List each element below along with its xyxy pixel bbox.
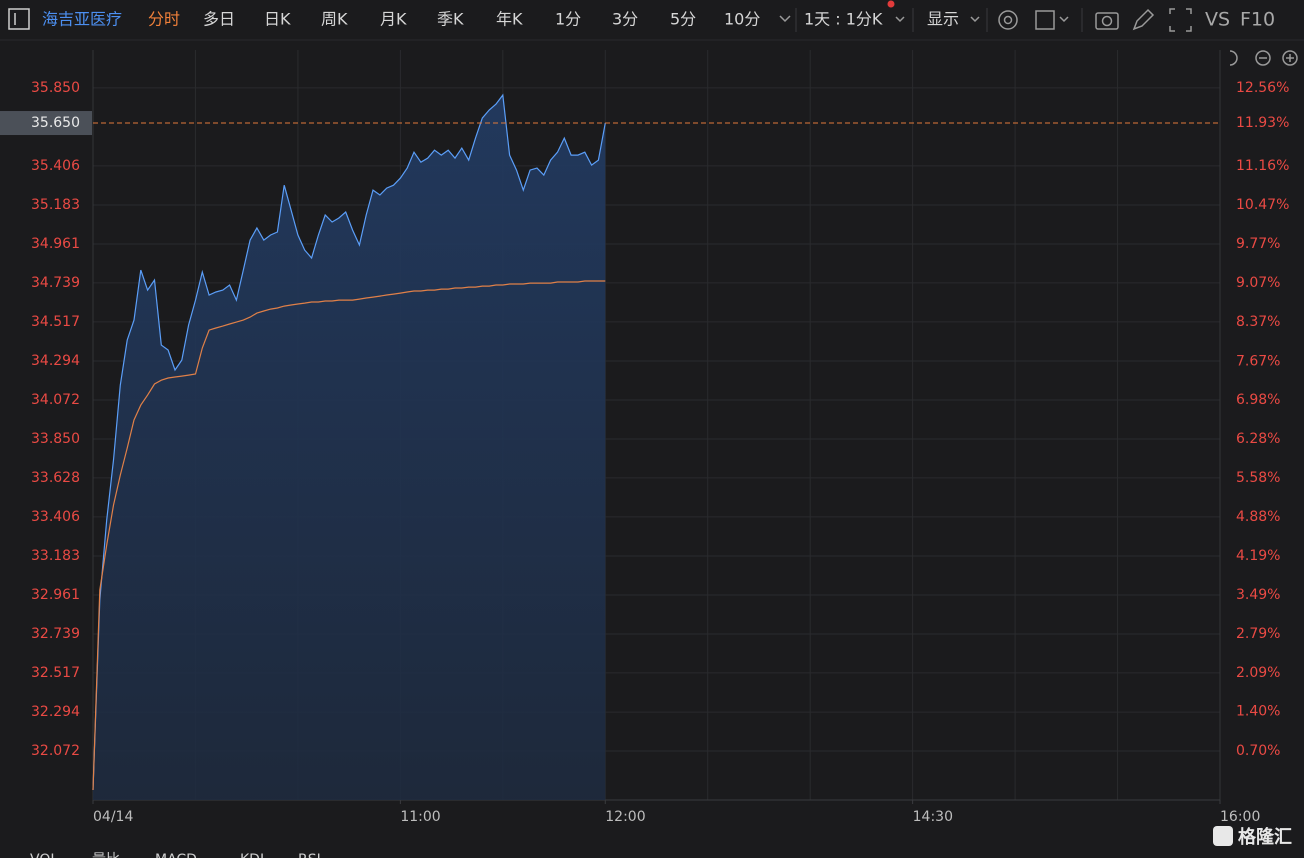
more-chevron[interactable] bbox=[779, 15, 791, 23]
period-chevron bbox=[895, 16, 905, 23]
last-pct-label: 11.93% bbox=[1236, 115, 1289, 131]
x-tick-label: 11:00 bbox=[400, 809, 440, 825]
period-select[interactable]: 1天 : 1分K bbox=[804, 10, 883, 29]
x-tick-label: 16:00 bbox=[1220, 809, 1260, 825]
display-select[interactable]: 显示 bbox=[927, 10, 959, 29]
y2-tick-label: 10.47% bbox=[1236, 197, 1289, 213]
zoom-in-icon[interactable] bbox=[1282, 50, 1298, 66]
y-tick-label: 35.850 bbox=[31, 80, 80, 96]
tabs: 分时 多日 日K 周K 月K 季K 年K 1分 3分 5分 10分 bbox=[148, 10, 760, 29]
price-line bbox=[92, 93, 606, 791]
tab[interactable]: 月K bbox=[380, 10, 407, 29]
indicator-tab[interactable]: RSI bbox=[298, 852, 321, 858]
y2-tick-label: 9.07% bbox=[1236, 275, 1280, 291]
settings-icon[interactable] bbox=[998, 10, 1018, 30]
y2-tick-label: 0.70% bbox=[1236, 743, 1280, 759]
y2-tick-label: 1.40% bbox=[1236, 704, 1280, 720]
draw-icon[interactable] bbox=[1132, 8, 1155, 31]
y2-tick-label: 7.67% bbox=[1236, 353, 1280, 369]
y2-tick-label: 6.28% bbox=[1236, 431, 1280, 447]
tab[interactable]: 日K bbox=[264, 10, 291, 29]
f10-button[interactable]: F10 bbox=[1240, 9, 1275, 31]
tab[interactable]: 季K bbox=[437, 10, 464, 29]
y2-tick-label: 6.98% bbox=[1236, 392, 1280, 408]
x-tick-label: 14:30 bbox=[913, 809, 953, 825]
y-tick-label: 32.517 bbox=[31, 665, 80, 681]
y2-tick-label: 2.79% bbox=[1236, 626, 1280, 642]
plot-area: 35.850 35.406 35.183 34.961 34.739 34.517 34.2… bbox=[0, 50, 1289, 825]
y2-tick-label: 9.77% bbox=[1236, 236, 1280, 252]
tab[interactable]: 年K bbox=[496, 10, 523, 29]
y-tick-label: 32.294 bbox=[31, 704, 80, 720]
y2-tick-label: 5.58% bbox=[1236, 470, 1280, 486]
y-tick-label: 33.406 bbox=[31, 509, 80, 525]
y2-tick-label: 8.37% bbox=[1236, 314, 1280, 330]
indicator-tab[interactable]: KDJ bbox=[240, 852, 264, 858]
tab[interactable]: 分时 bbox=[148, 10, 180, 29]
indicator-tab[interactable]: MACD bbox=[155, 852, 197, 858]
y-tick-label: 34.739 bbox=[31, 275, 80, 291]
zoom-out-icon[interactable] bbox=[1255, 50, 1271, 66]
camera-lens bbox=[1101, 15, 1113, 27]
camera-icon[interactable] bbox=[1095, 12, 1119, 30]
y-tick-label: 35.183 bbox=[31, 197, 80, 213]
watermark: 格隆汇 bbox=[1238, 826, 1292, 848]
layout-chevron bbox=[1059, 16, 1069, 23]
y-tick-label: 34.294 bbox=[31, 353, 80, 369]
sidebar-toggle[interactable] bbox=[8, 8, 30, 30]
vs-button[interactable]: VS bbox=[1205, 9, 1230, 31]
y-tick-label: 35.406 bbox=[31, 158, 80, 174]
y-tick-label: 32.072 bbox=[31, 743, 80, 759]
last-price-tag bbox=[0, 111, 92, 136]
tab[interactable]: 1分 bbox=[555, 10, 581, 29]
last-price-label: 35.650 bbox=[31, 115, 80, 131]
y-tick-label: 33.628 bbox=[31, 470, 80, 486]
indicator-tab[interactable]: VOL bbox=[30, 852, 58, 858]
x-tick-label: 04/14 bbox=[93, 809, 133, 825]
y2-tick-label: 3.49% bbox=[1236, 587, 1280, 603]
y2-tick-label: 4.88% bbox=[1236, 509, 1280, 525]
tab[interactable]: 10分 bbox=[724, 10, 760, 29]
price-area bbox=[93, 95, 606, 801]
y-tick-label: 32.739 bbox=[31, 626, 80, 642]
display-chevron bbox=[970, 16, 980, 23]
reset-icon[interactable] bbox=[1229, 50, 1238, 66]
tab[interactable]: 多日 bbox=[203, 10, 235, 29]
settings-icon-core bbox=[1003, 15, 1013, 25]
y2-tick-label: 2.09% bbox=[1236, 665, 1280, 681]
y-tick-label: 32.961 bbox=[31, 587, 80, 603]
average-line bbox=[92, 280, 606, 791]
fullscreen-icon[interactable] bbox=[1169, 8, 1192, 32]
y2-tick-label: 12.56% bbox=[1236, 80, 1289, 96]
tab[interactable]: 5分 bbox=[670, 10, 696, 29]
tab[interactable]: 3分 bbox=[612, 10, 638, 29]
notice-dot bbox=[887, 0, 895, 8]
watermark-logo bbox=[1213, 826, 1233, 846]
y-tick-label: 34.961 bbox=[31, 236, 80, 252]
y-tick-label: 34.517 bbox=[31, 314, 80, 330]
indicator-tabs: VOL 量比 MACD KDJ RSI bbox=[30, 852, 321, 858]
y-tick-label: 33.183 bbox=[31, 548, 80, 564]
y2-tick-label: 4.19% bbox=[1236, 548, 1280, 564]
indicator-tab[interactable]: 量比 bbox=[92, 852, 120, 858]
y2-tick-label: 11.16% bbox=[1236, 158, 1289, 174]
tab[interactable]: 周K bbox=[321, 10, 348, 29]
zoom-in-plus bbox=[1286, 54, 1294, 62]
y-tick-label: 33.850 bbox=[31, 431, 80, 447]
y-tick-label: 34.072 bbox=[31, 392, 80, 408]
layout-icon[interactable] bbox=[1035, 10, 1055, 30]
ticker[interactable]: 海吉亚医疗 bbox=[42, 10, 122, 29]
x-tick-label: 12:00 bbox=[605, 809, 645, 825]
